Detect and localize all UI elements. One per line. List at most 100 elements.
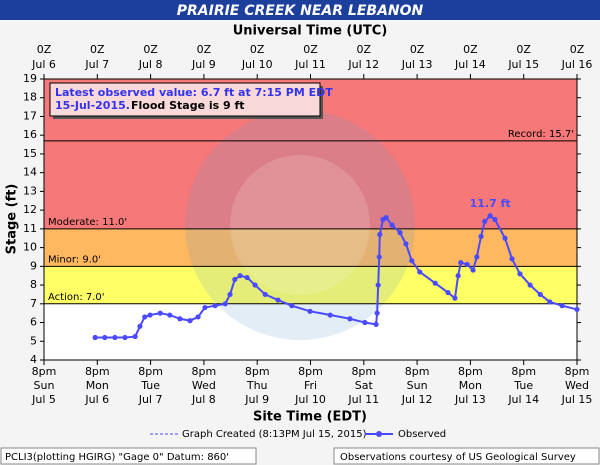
y-tick-label: 7 (30, 297, 37, 310)
x2-tick-date: Jul 9 (191, 58, 216, 71)
x-tick-date: Jul 11 (347, 393, 379, 406)
data-point (307, 308, 313, 314)
info-date: 15-Jul-2015. (55, 99, 130, 112)
y-tick-label: 13 (23, 184, 37, 197)
data-point (517, 271, 523, 277)
data-point (397, 230, 403, 236)
data-point (289, 303, 295, 309)
flood-stage-label: Action: 7.0' (48, 292, 105, 303)
footer-left-box (0, 447, 257, 465)
data-point (137, 323, 143, 329)
y-tick-label: 12 (23, 203, 37, 216)
data-point (327, 312, 333, 318)
x2-tick-date: Jul 6 (31, 58, 56, 71)
footer-right-box (333, 447, 600, 465)
data-point (537, 291, 543, 298)
flood-stage-label: Record: 15.7' (508, 129, 574, 140)
x-tick-label: 8pm (32, 365, 57, 378)
x2-tick-date: Jul 14 (454, 58, 486, 71)
x2-tick-date: Jul 11 (294, 58, 326, 71)
data-point (445, 289, 451, 296)
legend-observed: Observed (398, 429, 446, 440)
x-tick-weekday: Sun (407, 379, 428, 392)
x-tick-label: 8pm (138, 365, 163, 378)
data-point (470, 267, 476, 273)
data-point (222, 301, 228, 307)
data-point (362, 319, 368, 326)
x2-tick-label: 0Z (303, 43, 318, 56)
info-line1: Latest observed value: 6.7 ft at 7:15 PM… (55, 86, 333, 99)
x-tick-date: Jul 5 (31, 393, 56, 406)
data-point (464, 261, 470, 268)
x2-tick-label: 0Z (570, 43, 585, 56)
x-tick-weekday: Fri (304, 379, 317, 392)
x-tick-weekday: Mon (86, 379, 109, 392)
flood-stage-label: Minor: 9.0' (48, 254, 101, 265)
data-point (167, 312, 173, 318)
x-axis-title: Site Time (EDT) (253, 410, 367, 425)
legend-observed-dot (376, 431, 382, 437)
y-tick-label: 6 (30, 316, 37, 329)
watermark (185, 110, 415, 340)
x-tick-weekday: Sat (355, 379, 374, 392)
data-point (389, 222, 395, 228)
y-tick-label: 15 (23, 147, 37, 160)
data-point (147, 312, 153, 318)
data-point (347, 316, 353, 322)
data-point (142, 314, 148, 320)
data-point (478, 233, 484, 239)
data-point (482, 218, 488, 224)
y-tick-label: 11 (23, 222, 37, 235)
x2-tick-date: Jul 13 (401, 58, 433, 71)
x-tick-label: 8pm (298, 365, 323, 378)
x2-tick-date: Jul 16 (561, 58, 593, 71)
data-point (262, 291, 268, 298)
x2-tick-date: Jul 12 (347, 58, 379, 71)
data-point (487, 213, 493, 219)
data-point (403, 241, 409, 247)
data-point (375, 282, 381, 288)
y-axis-title: Stage (ft) (5, 184, 20, 255)
data-point (373, 321, 379, 328)
data-point (212, 303, 218, 309)
x-tick-date: Jul 10 (294, 393, 326, 406)
x-tick-date: Jul 9 (244, 393, 269, 406)
data-point (122, 334, 128, 341)
x2-tick-date: Jul 10 (241, 58, 273, 71)
data-point (574, 306, 580, 313)
x-tick-label: 8pm (565, 365, 590, 378)
data-point (559, 303, 565, 309)
data-point (102, 334, 108, 341)
data-point (458, 259, 464, 266)
data-point (252, 282, 258, 288)
y-tick-label: 14 (23, 166, 37, 179)
x-tick-weekday: Tue (140, 379, 160, 392)
footer-left: PCLI3(plotting HGIRG) "Gage 0" Datum: 86… (5, 452, 229, 463)
legend-created: Graph Created (8:13PM Jul 15, 2015) (182, 429, 367, 440)
data-point (417, 269, 423, 275)
x2-tick-label: 0Z (410, 43, 425, 56)
data-point (195, 314, 201, 320)
x2-tick-label: 0Z (197, 43, 212, 56)
y-tick-label: 18 (23, 91, 37, 104)
x2-tick-label: 0Z (250, 43, 265, 56)
y-tick-label: 4 (30, 353, 37, 366)
plot-area: Record: 15.7' Moderate: 11.0' Minor: 9.0' A… (23, 43, 592, 406)
data-point (547, 299, 553, 305)
y-tick-label: 10 (23, 241, 37, 254)
x2-tick-label: 0Z (463, 43, 478, 56)
x-tick-weekday: Wed (192, 379, 216, 392)
data-point (202, 304, 208, 311)
data-point (376, 254, 382, 260)
x-tick-date: Jul 13 (454, 393, 486, 406)
data-point (377, 231, 383, 238)
watermark (230, 155, 370, 295)
x2-tick-date: Jul 8 (138, 58, 163, 71)
data-point (237, 273, 243, 279)
x-tick-weekday: Tue (513, 379, 533, 392)
data-point (383, 215, 389, 221)
x2-tick-label: 0Z (90, 43, 105, 56)
data-point (374, 310, 380, 316)
x-tick-weekday: Sun (34, 379, 55, 392)
data-point (177, 316, 183, 322)
